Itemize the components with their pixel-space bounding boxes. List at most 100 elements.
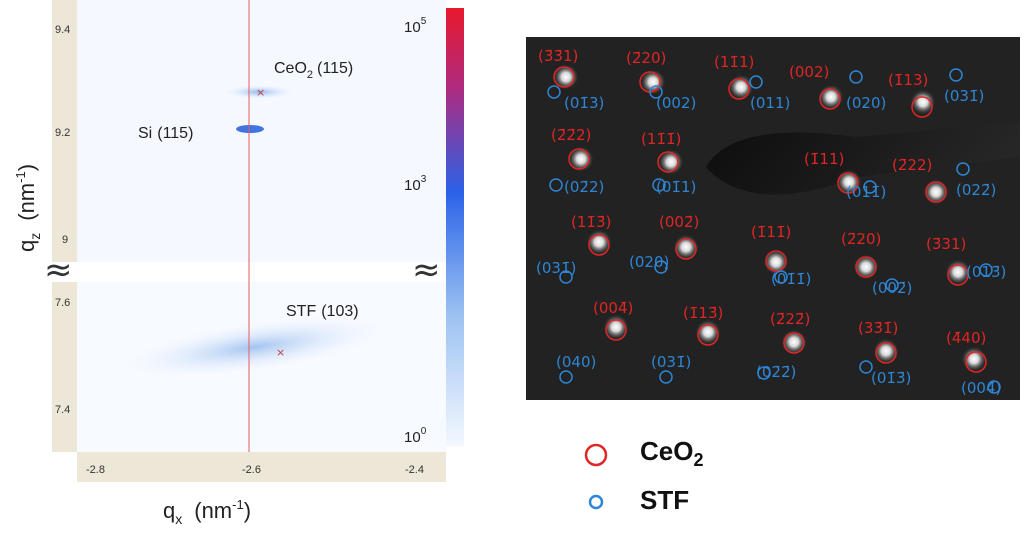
stf-ring-marker xyxy=(559,370,573,384)
qz-axis-title: qz(nm-1) xyxy=(13,164,43,252)
ceo2-ring-marker xyxy=(947,264,969,286)
diffraction-spot xyxy=(923,179,949,205)
ceo2-ring-marker xyxy=(605,319,627,341)
ceo2-index-label: (3̄31) xyxy=(926,235,966,253)
qz-tick-label: 9.4 xyxy=(55,24,70,36)
stf-index-label: (01̄3) xyxy=(564,94,604,112)
stf-ring-marker xyxy=(547,85,561,99)
qz-tick-label: 9.2 xyxy=(55,127,70,139)
stf-index-label: (01̄3̄) xyxy=(871,369,911,387)
ceo2-ring-marker xyxy=(911,96,933,118)
legend-ceo2-label: CeO2 xyxy=(640,436,704,471)
qz-tick-label: 9 xyxy=(62,234,68,246)
stf-ring-marker xyxy=(859,360,873,374)
ceo2-index-label: (002) xyxy=(789,63,829,81)
si-peak-label: Si (115) xyxy=(138,125,193,142)
stf-ring-marker xyxy=(559,270,573,284)
diffraction-spot xyxy=(910,89,936,115)
stf-index-label: (02̄2̄) xyxy=(756,363,796,381)
beam-stop-shadow xyxy=(706,122,1020,195)
ceo2-index-label: (2̄22̄) xyxy=(770,310,810,328)
ceo2-index-label: (2̄2̄2) xyxy=(551,126,591,144)
ceo2-ring-marker xyxy=(855,256,877,278)
stf-index-label: (040) xyxy=(556,353,596,371)
stf-peak-marker: × xyxy=(276,346,285,359)
ceo2-ring-marker xyxy=(568,148,590,170)
axis-break-symbol: ≈ xyxy=(412,250,441,290)
stf-index-label: (011) xyxy=(750,94,790,112)
legend-ceo2-marker xyxy=(584,443,608,467)
stf-ring-marker xyxy=(757,366,771,380)
reciprocal-space-map: × × CeO2 (115) Si (115) STF (103) 105 103 1… xyxy=(13,0,464,527)
ceo2-index-label: (11̄3̄) xyxy=(571,213,611,231)
ceo2-peak-label: CeO2 (115) xyxy=(274,60,353,81)
qx-axis-gutter xyxy=(77,452,446,482)
ceo2-index-label: (11̄1) xyxy=(714,53,754,71)
stf-index-label: (011̄) xyxy=(846,183,886,201)
stf-ring-marker xyxy=(654,260,668,274)
saed-diffraction-pattern: (3̄3̄1) (2̄20) (11̄1) (002) (1̄13) (2̄2̄2) (11… xyxy=(526,37,1020,400)
stf-index-label: (020) xyxy=(846,94,886,112)
stf-index-label: (022̄) xyxy=(956,181,996,199)
colorbar-label-min: 100 xyxy=(404,426,427,446)
ceo2-ring-marker xyxy=(728,78,750,100)
qx-tick-label: -2.6 xyxy=(242,464,261,476)
qx-tick-label: -2.4 xyxy=(405,464,424,476)
qx-tick-label: -2.8 xyxy=(86,464,105,476)
stf-index-label: (004̄) xyxy=(961,379,1001,397)
stf-ring-marker xyxy=(949,68,963,82)
diffraction-spot xyxy=(603,314,629,340)
stf-peak xyxy=(126,317,384,377)
saed-overlay: (3̄3̄1) (2̄20) (11̄1) (002) (1̄13) (2̄2̄2) (11… xyxy=(536,47,1020,397)
stf-index-label: (01̄1) xyxy=(656,178,696,196)
ceo2-ring-marker xyxy=(675,238,697,260)
ceo2-index-label: (2̄20) xyxy=(841,230,881,248)
legend-markers xyxy=(584,443,608,510)
diffraction-spots xyxy=(553,64,987,372)
axis-break-symbol: ≈ xyxy=(44,250,73,290)
intensity-colorbar xyxy=(446,8,464,446)
ceo2-ring-marker xyxy=(588,234,610,256)
ceo2-index-label: (3̄3̄1) xyxy=(538,47,578,65)
ceo2-index-label: (002̄) xyxy=(659,213,699,231)
colorbar-label-mid: 103 xyxy=(404,174,427,194)
stf-ring-marker xyxy=(987,380,1001,394)
ceo2-ring-marker xyxy=(837,172,859,194)
si-peak xyxy=(236,125,264,133)
diffraction-spot xyxy=(640,69,666,95)
stf-ring-marker xyxy=(774,270,788,284)
diffraction-spot xyxy=(853,254,879,280)
stf-ring-marker xyxy=(979,263,993,277)
ceo2-index-label: (2̄22) xyxy=(892,156,932,174)
ceo2-index-label: (2̄20) xyxy=(626,49,666,67)
ceo2-ring-marker xyxy=(697,324,719,346)
ceo2-peak xyxy=(224,85,294,99)
qx-axis-title: qx (nm-1) xyxy=(163,497,251,527)
ceo2-ring-marker xyxy=(925,181,947,203)
diffraction-spot xyxy=(658,149,684,175)
ceo2-index-label: (11̄1̄) xyxy=(641,130,681,148)
diffraction-spot xyxy=(695,319,721,345)
ceo2-index-label: (1̄13) xyxy=(888,71,928,89)
stf-index-label: (031̄) xyxy=(536,259,576,277)
stf-ring-marker xyxy=(649,85,663,99)
stf-ring-marker xyxy=(652,178,666,192)
stf-index-label: (013̄) xyxy=(966,263,1006,281)
ceo2-index-label: (004̄) xyxy=(593,299,633,317)
ceo2-ring-marker xyxy=(965,351,987,373)
ceo2-index-label: (1̄11̄) xyxy=(751,223,791,241)
stf-peak-label: STF (103) xyxy=(286,303,359,320)
legend-stf-marker xyxy=(588,494,604,510)
ceo2-ring-marker xyxy=(783,332,805,354)
stf-ring-marker xyxy=(956,162,970,176)
ceo2-index-label: (1̄13̄) xyxy=(683,304,723,322)
ceo2-index-label: (33̄1̄) xyxy=(858,319,898,337)
stf-index-label: (01̄1̄) xyxy=(771,270,811,288)
stf-ring-marker xyxy=(549,178,563,192)
stf-ring-marker xyxy=(885,278,899,292)
stf-ring-marker xyxy=(863,180,877,194)
diffraction-spot xyxy=(945,259,971,285)
qz-tick-label: 7.6 xyxy=(55,297,70,309)
stf-index-label: (020) xyxy=(629,253,669,271)
stf-ring-marker xyxy=(849,70,863,84)
